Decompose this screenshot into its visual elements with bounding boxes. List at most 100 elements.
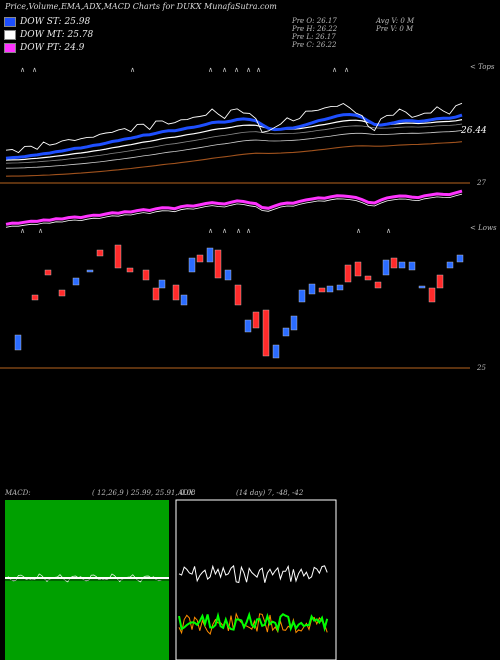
adx-plus-di-line	[178, 564, 328, 584]
volume-candle-29	[326, 285, 334, 293]
volume-candle-21	[252, 311, 260, 329]
legend-swatch-pt	[4, 43, 16, 53]
ema-st-line	[5, 112, 463, 160]
ema-long-brown-line	[5, 141, 463, 177]
volume-candle-16	[206, 247, 214, 263]
volume-candle-28	[318, 287, 326, 293]
legend-item-pt: DOW PT: 24.9	[4, 43, 84, 53]
volume-candle-32	[354, 261, 362, 277]
volume-candle-39	[418, 285, 426, 289]
volume-candle-0	[14, 334, 22, 351]
legend-label-pt: DOW PT: 24.9	[20, 43, 85, 53]
volume-candle-1	[31, 294, 39, 301]
volume-candle-40	[428, 287, 436, 303]
price-panel-tops-label: < Tops	[470, 63, 495, 71]
volume-candle-36	[390, 257, 398, 269]
volume-candle-8	[126, 267, 134, 273]
ema-pt-outline	[5, 193, 463, 228]
volume-candle-9	[142, 269, 150, 281]
top-marker-6: ∧	[246, 66, 251, 74]
chart-title: Price,Volume,EMA,ADX,MACD Charts for DUK…	[5, 2, 277, 11]
top-marker-4: ∧	[222, 66, 227, 74]
volume-candle-31	[344, 264, 352, 283]
legend-item-st: DOW ST: 25.98	[4, 17, 90, 27]
low-marker-4: ∧	[236, 227, 241, 235]
low-marker-0: ∧	[20, 227, 25, 235]
volume-candle-43	[456, 254, 464, 263]
volume-candle-41	[436, 274, 444, 289]
volume-candle-26	[298, 289, 306, 303]
avg-volume: Avg V: 0 M	[376, 17, 415, 25]
volume-candle-20	[244, 319, 252, 333]
top-marker-8: ∧	[332, 66, 337, 74]
volume-candle-42	[446, 261, 454, 269]
low-marker-6: ∧	[356, 227, 361, 235]
volume-candle-5	[86, 269, 94, 273]
volume-candle-19	[234, 284, 242, 306]
volume-panel-lows-label: < Lows	[470, 224, 497, 232]
low-marker-2: ∧	[208, 227, 213, 235]
legend-swatch-st	[4, 17, 16, 27]
low-marker-5: ∧	[246, 227, 251, 235]
volume-candle-37	[398, 261, 406, 269]
adx-params: (14 day) 7, -48, -42	[236, 489, 304, 497]
volume-candle-3	[58, 289, 66, 297]
low-marker-7: ∧	[386, 227, 391, 235]
adx-label: ADX	[178, 489, 194, 497]
adx-line	[178, 611, 329, 633]
volume-candle-15	[196, 254, 204, 263]
top-marker-3: ∧	[208, 66, 213, 74]
volume-candle-7	[114, 244, 122, 269]
last-price-label: 26.44	[461, 126, 487, 136]
volume-candle-17	[214, 249, 222, 279]
ema-mt-line	[5, 119, 463, 161]
volume-candle-12	[172, 284, 180, 301]
volume-candle-35	[382, 259, 390, 276]
low-marker-3: ∧	[222, 227, 227, 235]
top-marker-1: ∧	[32, 66, 37, 74]
pre-volume: Pre V: 0 M	[376, 25, 414, 33]
volume-candle-22	[262, 309, 270, 357]
ema-pt-line	[5, 189, 463, 226]
volume-candle-14	[188, 257, 196, 273]
volume-candle-34	[374, 281, 382, 289]
legend-item-mt: DOW MT: 25.78	[4, 30, 93, 40]
volume-candle-27	[308, 283, 316, 295]
pre-close: Pre C: 26.22	[292, 41, 337, 49]
macd-label: MACD:	[5, 489, 31, 497]
top-marker-0: ∧	[20, 66, 25, 74]
volume-candle-25	[290, 315, 298, 331]
ema-long-gray-line	[5, 130, 463, 169]
top-marker-2: ∧	[130, 66, 135, 74]
volume-candle-11	[158, 279, 166, 289]
volume-candle-13	[180, 294, 188, 306]
volume-level-label: 25	[477, 364, 486, 372]
volume-candle-23	[272, 344, 280, 359]
top-marker-7: ∧	[256, 66, 261, 74]
volume-candle-18	[224, 269, 232, 281]
pre-low: Pre L: 26.17	[292, 33, 336, 41]
top-marker-9: ∧	[344, 66, 349, 74]
volume-candle-38	[408, 261, 416, 271]
price-line	[5, 102, 463, 154]
pre-high: Pre H: 26.22	[292, 25, 338, 33]
ema-mid-gray-line	[5, 123, 463, 164]
adx-panel	[175, 499, 337, 660]
price-level-label: 27	[477, 179, 486, 187]
low-marker-1: ∧	[38, 227, 43, 235]
volume-candle-6	[96, 249, 104, 257]
macd-params: ( 12,26,9 ) 25.99, 25.91, 0.08	[92, 489, 196, 497]
top-marker-5: ∧	[234, 66, 239, 74]
volume-candle-2	[44, 269, 52, 276]
legend-swatch-mt	[4, 30, 16, 40]
volume-candle-10	[152, 287, 160, 301]
volume-candle-30	[336, 284, 344, 291]
volume-candle-24	[282, 327, 290, 337]
volume-candle-4	[72, 277, 80, 286]
volume-candle-33	[364, 275, 372, 281]
legend-label-mt: DOW MT: 25.78	[20, 30, 94, 40]
legend-label-st: DOW ST: 25.98	[20, 17, 91, 27]
pre-open: Pre O: 26.17	[292, 17, 337, 25]
